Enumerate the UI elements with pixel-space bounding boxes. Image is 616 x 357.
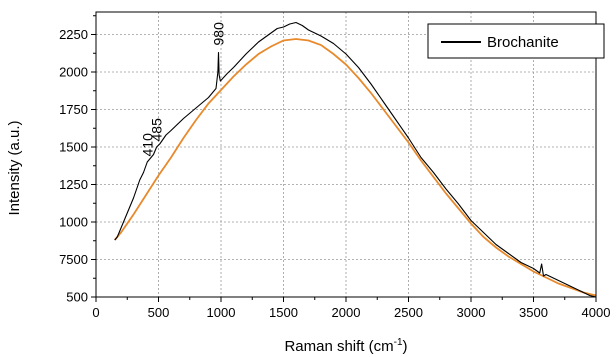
peak-label-485: 485 — [149, 118, 165, 142]
legend: Brochanite — [427, 23, 605, 59]
y-tick-label: 1250 — [59, 177, 88, 192]
x-tick-label: 0 — [92, 305, 99, 320]
peak-label-410: 410 — [139, 133, 155, 157]
grid-layer — [96, 12, 596, 297]
y-tick-label: 1000 — [59, 215, 88, 230]
ticks-layer: 0 500 1000 1500 2000 2500 3000 3500 4000 500 7500 1… — [59, 15, 611, 320]
x-tick-label: 3000 — [457, 305, 486, 320]
y-tick-label: 2000 — [59, 65, 88, 80]
x-tick-label: 1500 — [269, 305, 298, 320]
y-tick-label: 1750 — [59, 102, 88, 117]
x-axis-title: Raman shift (cm-1) — [284, 337, 407, 355]
fitted-baseline-line — [114, 38, 597, 297]
y-tick-label: 500 — [66, 290, 88, 305]
x-axis-title-close: ) — [403, 338, 408, 355]
x-axis-title-main: Raman shift (cm — [284, 338, 393, 355]
x-axis-title-superscript: -1 — [394, 337, 403, 348]
x-tick-label: 4000 — [582, 305, 611, 320]
brochanite-spectrum-line — [114, 21, 597, 298]
y-axis-title: Intensity (a.u.) — [6, 120, 23, 215]
x-tick-label: 2000 — [332, 305, 361, 320]
peak-label-980: 980 — [211, 22, 227, 46]
x-tick-label: 2500 — [394, 305, 423, 320]
series-layer — [114, 21, 597, 298]
legend-label-brochanite: Brochanite — [487, 34, 559, 51]
x-tick-label: 3500 — [519, 305, 548, 320]
y-tick-label: 2250 — [59, 27, 88, 42]
y-tick-label: 1500 — [59, 140, 88, 155]
x-tick-label: 500 — [148, 305, 170, 320]
x-tick-label: 1000 — [207, 305, 236, 320]
y-tick-label: 7500 — [59, 252, 88, 267]
